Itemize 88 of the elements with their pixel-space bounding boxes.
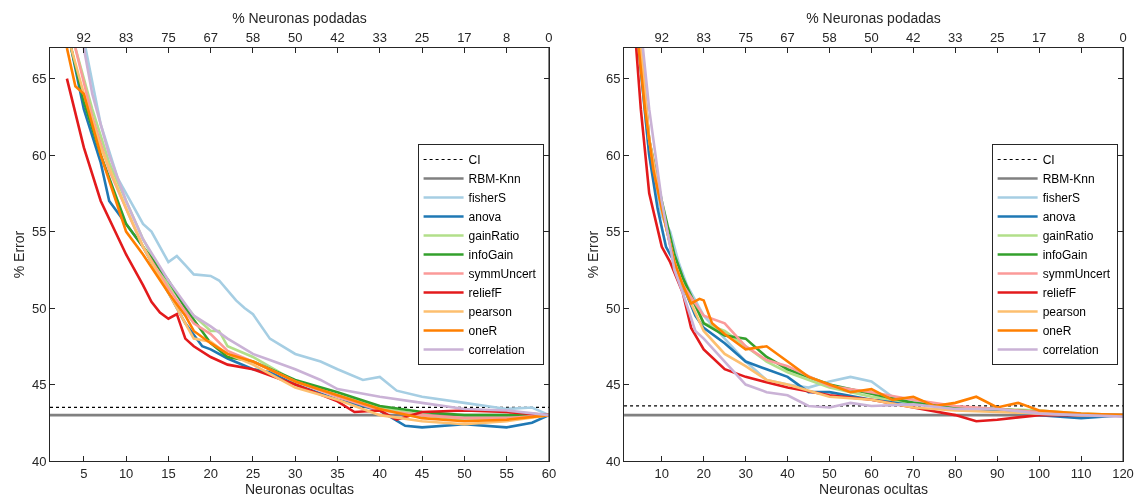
x-tick-label: 90 — [989, 465, 1005, 481]
x2-tick-label: 83 — [118, 29, 134, 45]
y-tick-label: 50 — [605, 300, 621, 316]
x2-tick-label: 75 — [161, 29, 176, 45]
legend-label: infoGain — [468, 248, 514, 263]
legend-label: CI — [1042, 153, 1055, 168]
y-axis-title: % Error — [10, 230, 27, 279]
legend-label: symmUncert — [1042, 267, 1111, 282]
y-tick-label: 55 — [31, 224, 47, 240]
y-axis-title: % Error — [584, 230, 601, 279]
x-tick-label: 35 — [330, 465, 345, 481]
x-tick-label: 5 — [80, 465, 88, 481]
x2-tick-label: 42 — [906, 29, 921, 45]
x-tick-label: 30 — [288, 465, 303, 481]
x-tick-label: 80 — [948, 465, 963, 481]
x2-tick-label: 8 — [503, 29, 511, 45]
x-tick-label: 20 — [203, 465, 218, 481]
x-tick-label: 60 — [541, 465, 557, 481]
legend-label: correlation — [1042, 343, 1099, 358]
y-tick-label: 60 — [605, 147, 621, 163]
x2-tick-label: 0 — [1119, 29, 1127, 45]
legend-label: symmUncert — [468, 267, 537, 282]
y-tick-label: 50 — [31, 300, 47, 316]
x-tick-label: 45 — [414, 465, 430, 481]
legend-label: anova — [1042, 210, 1076, 225]
y-tick-label: 40 — [31, 453, 47, 469]
x2-tick-label: 17 — [1031, 29, 1047, 45]
x2-tick-label: 42 — [330, 29, 345, 45]
x-tick-label: 70 — [906, 465, 921, 481]
x-tick-label: 100 — [1028, 465, 1050, 481]
x2-tick-label: 8 — [1077, 29, 1085, 45]
x-tick-label: 15 — [161, 465, 176, 481]
legend-label: fisherS — [1042, 191, 1080, 206]
legend-label: oneR — [468, 324, 498, 339]
legend-label: pearson — [468, 305, 512, 320]
x2-tick-label: 67 — [780, 29, 795, 45]
legend-label: anova — [468, 210, 502, 225]
x-tick-label: 120 — [1112, 465, 1134, 481]
y-tick-label: 45 — [31, 377, 47, 393]
x2-tick-label: 0 — [545, 29, 553, 45]
x2-tick-label: 50 — [288, 29, 303, 45]
x2-tick-label: 67 — [203, 29, 218, 45]
y-tick-label: 65 — [31, 71, 47, 87]
x2-tick-label: 17 — [457, 29, 472, 45]
x-tick-label: 30 — [738, 465, 753, 481]
x2-tick-label: 25 — [989, 29, 1005, 45]
y-tick-label: 45 — [605, 377, 621, 393]
x-tick-label: 110 — [1070, 465, 1092, 481]
x-tick-label: 40 — [372, 465, 388, 481]
legend-label: gainRatio — [1042, 229, 1094, 244]
x-axis-title: Neuronas ocultas — [245, 480, 354, 497]
x2-axis-title: % Neuronas podadas — [232, 10, 367, 27]
legend-label: CI — [468, 153, 481, 168]
legend-label: reliefF — [468, 286, 502, 301]
legend-label: reliefF — [1042, 286, 1076, 301]
x2-tick-label: 33 — [372, 29, 388, 45]
x2-axis-title: % Neuronas podadas — [806, 10, 941, 27]
x2-tick-label: 92 — [76, 29, 92, 45]
legend-label: infoGain — [1042, 248, 1088, 263]
legend-label: RBM-Knn — [1042, 172, 1095, 187]
x-tick-label: 60 — [864, 465, 879, 481]
x2-tick-label: 58 — [822, 29, 837, 45]
y-tick-label: 65 — [605, 71, 621, 87]
legend-label: oneR — [1042, 324, 1072, 339]
x-tick-label: 20 — [696, 465, 711, 481]
y-tick-label: 55 — [605, 224, 621, 240]
x-tick-label: 40 — [780, 465, 795, 481]
legend-label: pearson — [1042, 305, 1087, 320]
x-axis-title: Neuronas ocultas — [819, 480, 928, 497]
y-tick-label: 60 — [31, 147, 47, 163]
x2-tick-label: 58 — [245, 29, 261, 45]
x-tick-label: 50 — [457, 465, 472, 481]
x2-tick-label: 50 — [864, 29, 879, 45]
x-tick-label: 10 — [654, 465, 670, 481]
x-tick-label: 25 — [245, 465, 261, 481]
x2-tick-label: 83 — [696, 29, 711, 45]
x2-tick-label: 25 — [414, 29, 430, 45]
x2-tick-label: 33 — [948, 29, 963, 45]
legend-label: RBM-Knn — [468, 172, 521, 187]
x-tick-label: 55 — [499, 465, 514, 481]
x2-tick-label: 75 — [738, 29, 753, 45]
x2-tick-label: 92 — [654, 29, 670, 45]
x-tick-label: 10 — [118, 465, 134, 481]
legend-label: correlation — [468, 343, 525, 358]
legend-label: fisherS — [468, 191, 506, 206]
legend-label: gainRatio — [468, 229, 520, 244]
y-tick-label: 40 — [605, 453, 621, 469]
x-tick-label: 50 — [822, 465, 837, 481]
